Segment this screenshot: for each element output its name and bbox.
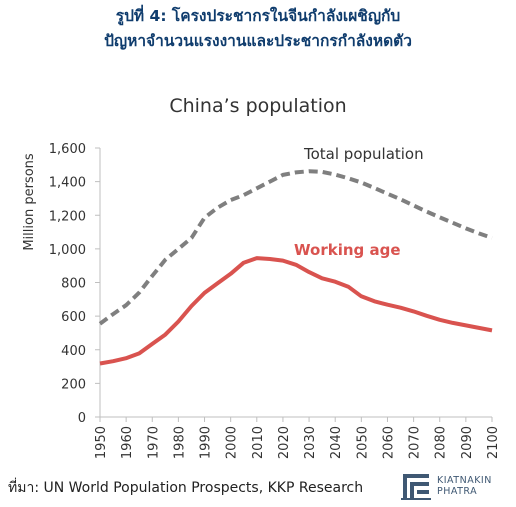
- y-tick-label: 1,000: [49, 243, 86, 258]
- y-tick-label: 800: [61, 277, 86, 292]
- x-tick-label: 2090: [460, 426, 475, 459]
- y-tick-label: 1,200: [49, 209, 86, 224]
- kiatnakin-phatra-logo: KIATNAKIN PHATRA: [401, 472, 511, 502]
- x-tick-label: 1980: [172, 426, 187, 459]
- series-label-total-population: Total population: [303, 145, 424, 163]
- x-tick-label: 1960: [120, 426, 135, 459]
- x-tick-label: 1950: [94, 426, 109, 459]
- x-tick-label: 2060: [381, 426, 396, 459]
- x-tick-label: 1970: [146, 426, 161, 459]
- x-tick-label: 2000: [225, 426, 240, 459]
- series-label-working-age: Working age: [294, 241, 401, 259]
- x-tick-label: 2080: [434, 426, 449, 459]
- y-tick-label: 0: [78, 411, 86, 426]
- y-tick-label: 200: [61, 377, 86, 392]
- working-age-line: [99, 256, 493, 366]
- x-tick-label: 2040: [329, 426, 344, 459]
- x-tick-label: 2100: [486, 426, 501, 459]
- x-tick-label: 2050: [355, 426, 370, 459]
- y-tick-label: 600: [61, 310, 86, 325]
- logo-mark-icon: [401, 474, 431, 500]
- y-tick-label: 400: [61, 344, 86, 359]
- x-tick-label: 1990: [199, 426, 214, 459]
- logo-line-1: KIATNAKIN: [437, 475, 492, 486]
- figure-header: รูปที่ 4: โครงประชากรในจีนกำลังเผชิญกับ …: [0, 4, 516, 54]
- x-tick-label: 2010: [251, 426, 266, 459]
- total-population-line: [98, 169, 493, 326]
- y-tick-label: 1,400: [49, 176, 86, 191]
- y-axis-label: Million persons: [22, 153, 37, 251]
- y-tick-label: 1,600: [49, 142, 86, 157]
- chart-title: China’s population: [169, 95, 347, 117]
- logo-line-2: PHATRA: [437, 486, 478, 497]
- header-line-2: ปัญหาจำนวนแรงงานและประชากรกำลังหดตัว: [104, 32, 412, 50]
- x-tick-label: 2020: [277, 426, 292, 459]
- header-line-1: รูปที่ 4: โครงประชากรในจีนกำลังเผชิญกับ: [115, 7, 401, 25]
- source-note: ที่มา: UN World Population Prospects, KK…: [8, 480, 364, 496]
- x-tick-label: 2030: [303, 426, 318, 459]
- logo-wordmark: KIATNAKIN PHATRA: [437, 475, 492, 497]
- x-tick-label: 2070: [408, 426, 423, 459]
